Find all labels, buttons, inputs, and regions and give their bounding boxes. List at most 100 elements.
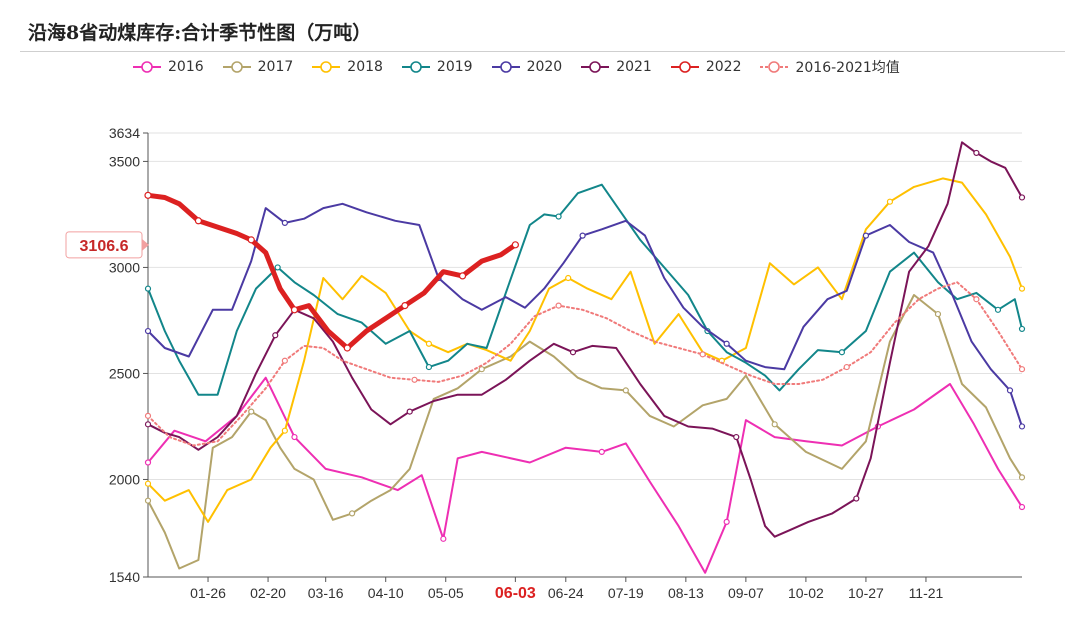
legend-label: 2016 bbox=[168, 59, 204, 75]
legend-label: 2019 bbox=[436, 59, 473, 75]
legend-item-2019[interactable]: 2019 bbox=[401, 59, 473, 75]
legend-line-icon bbox=[581, 61, 610, 73]
series-point-2016 bbox=[598, 448, 605, 455]
legend-item-2016-2021均值[interactable]: 2016-2021均值 bbox=[759, 57, 900, 77]
series-point-2021 bbox=[272, 332, 279, 339]
series-point-2017 bbox=[934, 310, 942, 318]
chart-title: 沿海8省动煤库存:合计季节性图（万吨） bbox=[28, 22, 372, 44]
legend-line-icon bbox=[491, 61, 520, 73]
x-tick-label: 02-20 bbox=[250, 585, 286, 601]
y-tick-label: 1540 bbox=[109, 569, 140, 585]
series-point-2018 bbox=[565, 274, 572, 282]
legend-item-2018[interactable]: 2018 bbox=[311, 59, 383, 75]
series-point-2016-2021均值 bbox=[555, 302, 562, 309]
series-point-2021 bbox=[973, 149, 980, 157]
series-point-2019 bbox=[994, 306, 1002, 313]
series-line-2016-2021均值 bbox=[147, 281, 1023, 447]
series-point-2016-2021均值 bbox=[281, 357, 288, 364]
series-point-2016-2021均值 bbox=[973, 296, 980, 303]
x-tick-label: 04-10 bbox=[368, 585, 404, 601]
series-point-2021 bbox=[406, 408, 413, 415]
series-point-2016-2021均值 bbox=[843, 363, 850, 371]
series-point-2017 bbox=[348, 510, 356, 517]
series-point-2022 bbox=[458, 272, 467, 280]
x-tick-label: 09-07 bbox=[728, 585, 764, 601]
series-point-2017 bbox=[622, 387, 629, 394]
series-point-2020 bbox=[1018, 423, 1026, 430]
legend-label: 2017 bbox=[257, 59, 294, 75]
series-point-2019 bbox=[425, 363, 433, 371]
series-point-2020 bbox=[144, 327, 152, 335]
series-point-2016 bbox=[440, 535, 447, 542]
series-point-2022 bbox=[511, 241, 519, 249]
series-point-2017 bbox=[248, 408, 255, 415]
current-value-label: 3106.6 bbox=[80, 238, 129, 255]
series-point-2016 bbox=[291, 433, 298, 441]
legend-item-2022[interactable]: 2022 bbox=[670, 59, 742, 75]
x-tick-label: 03-16 bbox=[308, 585, 344, 601]
y-tick-label: 3000 bbox=[109, 259, 140, 275]
legend-label: 2021 bbox=[616, 59, 652, 75]
x-tick-label: 05-05 bbox=[428, 585, 464, 601]
series-point-2021 bbox=[1018, 194, 1026, 201]
x-tick-label: 11-21 bbox=[909, 585, 944, 601]
series-point-2016 bbox=[144, 459, 152, 466]
series-line-2017 bbox=[147, 294, 1023, 570]
legend-label: 2022 bbox=[705, 59, 742, 75]
series-point-2020 bbox=[579, 232, 586, 239]
y-tick-label: 3634 bbox=[109, 125, 140, 141]
x-tick-label-highlight: 06-03 bbox=[495, 585, 536, 602]
series-line-2019 bbox=[147, 183, 1023, 396]
series-point-2019 bbox=[144, 285, 152, 292]
series-point-2019 bbox=[838, 349, 846, 356]
series-point-2020 bbox=[723, 340, 730, 347]
legend-item-2020[interactable]: 2020 bbox=[491, 59, 563, 75]
legend-item-2017[interactable]: 2017 bbox=[222, 59, 294, 75]
series-point-2019 bbox=[555, 213, 562, 220]
x-tick-label: 06-24 bbox=[548, 585, 584, 601]
series-point-2022 bbox=[343, 344, 351, 352]
series-point-2021 bbox=[733, 433, 740, 441]
series-point-2022 bbox=[290, 306, 299, 314]
legend-item-2016[interactable]: 2016 bbox=[132, 59, 204, 75]
series-point-2018 bbox=[886, 198, 894, 205]
legend-label: 2020 bbox=[526, 59, 563, 75]
series-point-2017 bbox=[771, 421, 778, 428]
legend-item-2021[interactable]: 2021 bbox=[580, 59, 652, 75]
series-point-2016-2021均值 bbox=[411, 376, 418, 383]
series-point-2016-2021均值 bbox=[699, 351, 706, 358]
series-line-2022 bbox=[145, 192, 518, 351]
series-point-2018 bbox=[1018, 285, 1026, 292]
series-point-2016-2021均值 bbox=[144, 412, 152, 419]
series-point-2022 bbox=[247, 236, 255, 244]
series-point-2020 bbox=[862, 232, 870, 239]
series-point-2018 bbox=[144, 480, 152, 487]
series-line-2018 bbox=[147, 177, 1023, 523]
series-line-2020 bbox=[147, 202, 1023, 428]
x-tick-label: 08-13 bbox=[668, 585, 704, 601]
series-point-2022 bbox=[144, 191, 152, 199]
series-point-2020 bbox=[1006, 387, 1014, 394]
legend-line-icon bbox=[401, 61, 430, 73]
series-point-2016 bbox=[1018, 503, 1026, 511]
legend-line-icon bbox=[312, 61, 341, 73]
legend-line-icon bbox=[133, 61, 161, 73]
series-point-2020 bbox=[281, 219, 288, 227]
series-point-2021 bbox=[144, 421, 152, 428]
x-tick-label: 07-19 bbox=[608, 585, 644, 601]
series-point-2016 bbox=[723, 518, 730, 525]
current-value-pointer bbox=[142, 238, 149, 251]
series-point-2017 bbox=[478, 366, 485, 373]
series-point-2022 bbox=[401, 301, 409, 310]
legend-line-icon bbox=[670, 61, 699, 73]
title-divider bbox=[20, 51, 1065, 52]
series-point-2018 bbox=[281, 427, 288, 434]
x-tick-label: 01-26 bbox=[190, 585, 226, 601]
series-point-2021 bbox=[569, 349, 577, 356]
series-point-2021 bbox=[853, 495, 860, 502]
legend-line-icon bbox=[222, 61, 251, 73]
series-point-2018 bbox=[425, 340, 433, 347]
legend-label: 2016-2021均值 bbox=[795, 60, 900, 76]
series-point-2019 bbox=[1018, 325, 1026, 333]
